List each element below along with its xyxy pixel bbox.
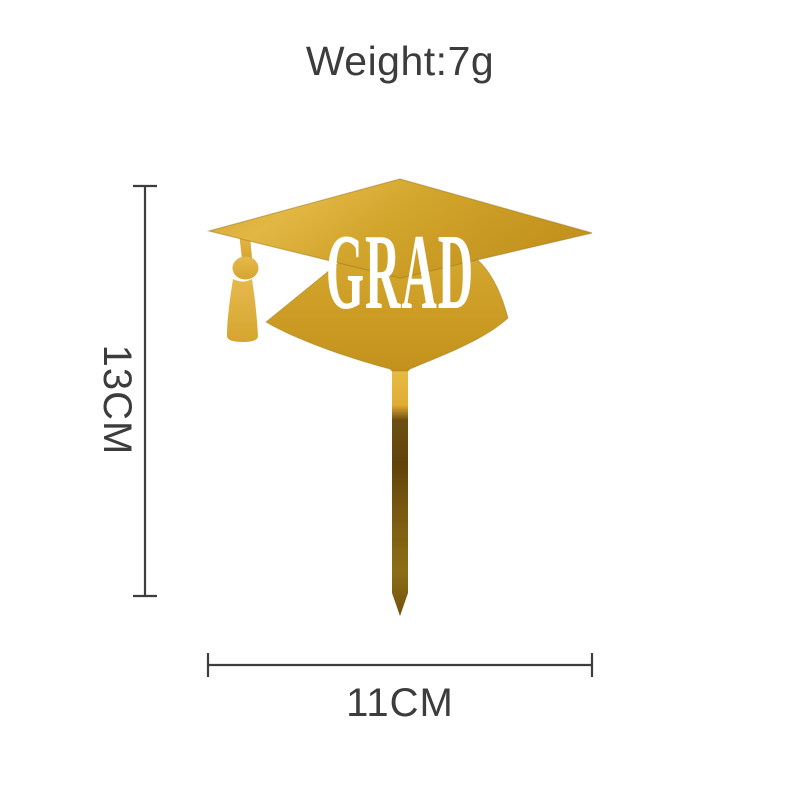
width-dimension-label: 11CM — [346, 681, 454, 725]
tassel-body — [227, 279, 258, 342]
weight-label: Weight:7g — [306, 38, 494, 84]
width-dimension-line — [206, 653, 594, 677]
cake-pick-stick — [392, 368, 408, 616]
height-dimension-line — [133, 184, 157, 598]
mortarboard-shape — [206, 178, 593, 279]
height-dimension-label: 13CM — [95, 345, 139, 456]
grad-cutout-text: GRAD — [326, 213, 474, 333]
tassel-knob — [232, 256, 259, 280]
